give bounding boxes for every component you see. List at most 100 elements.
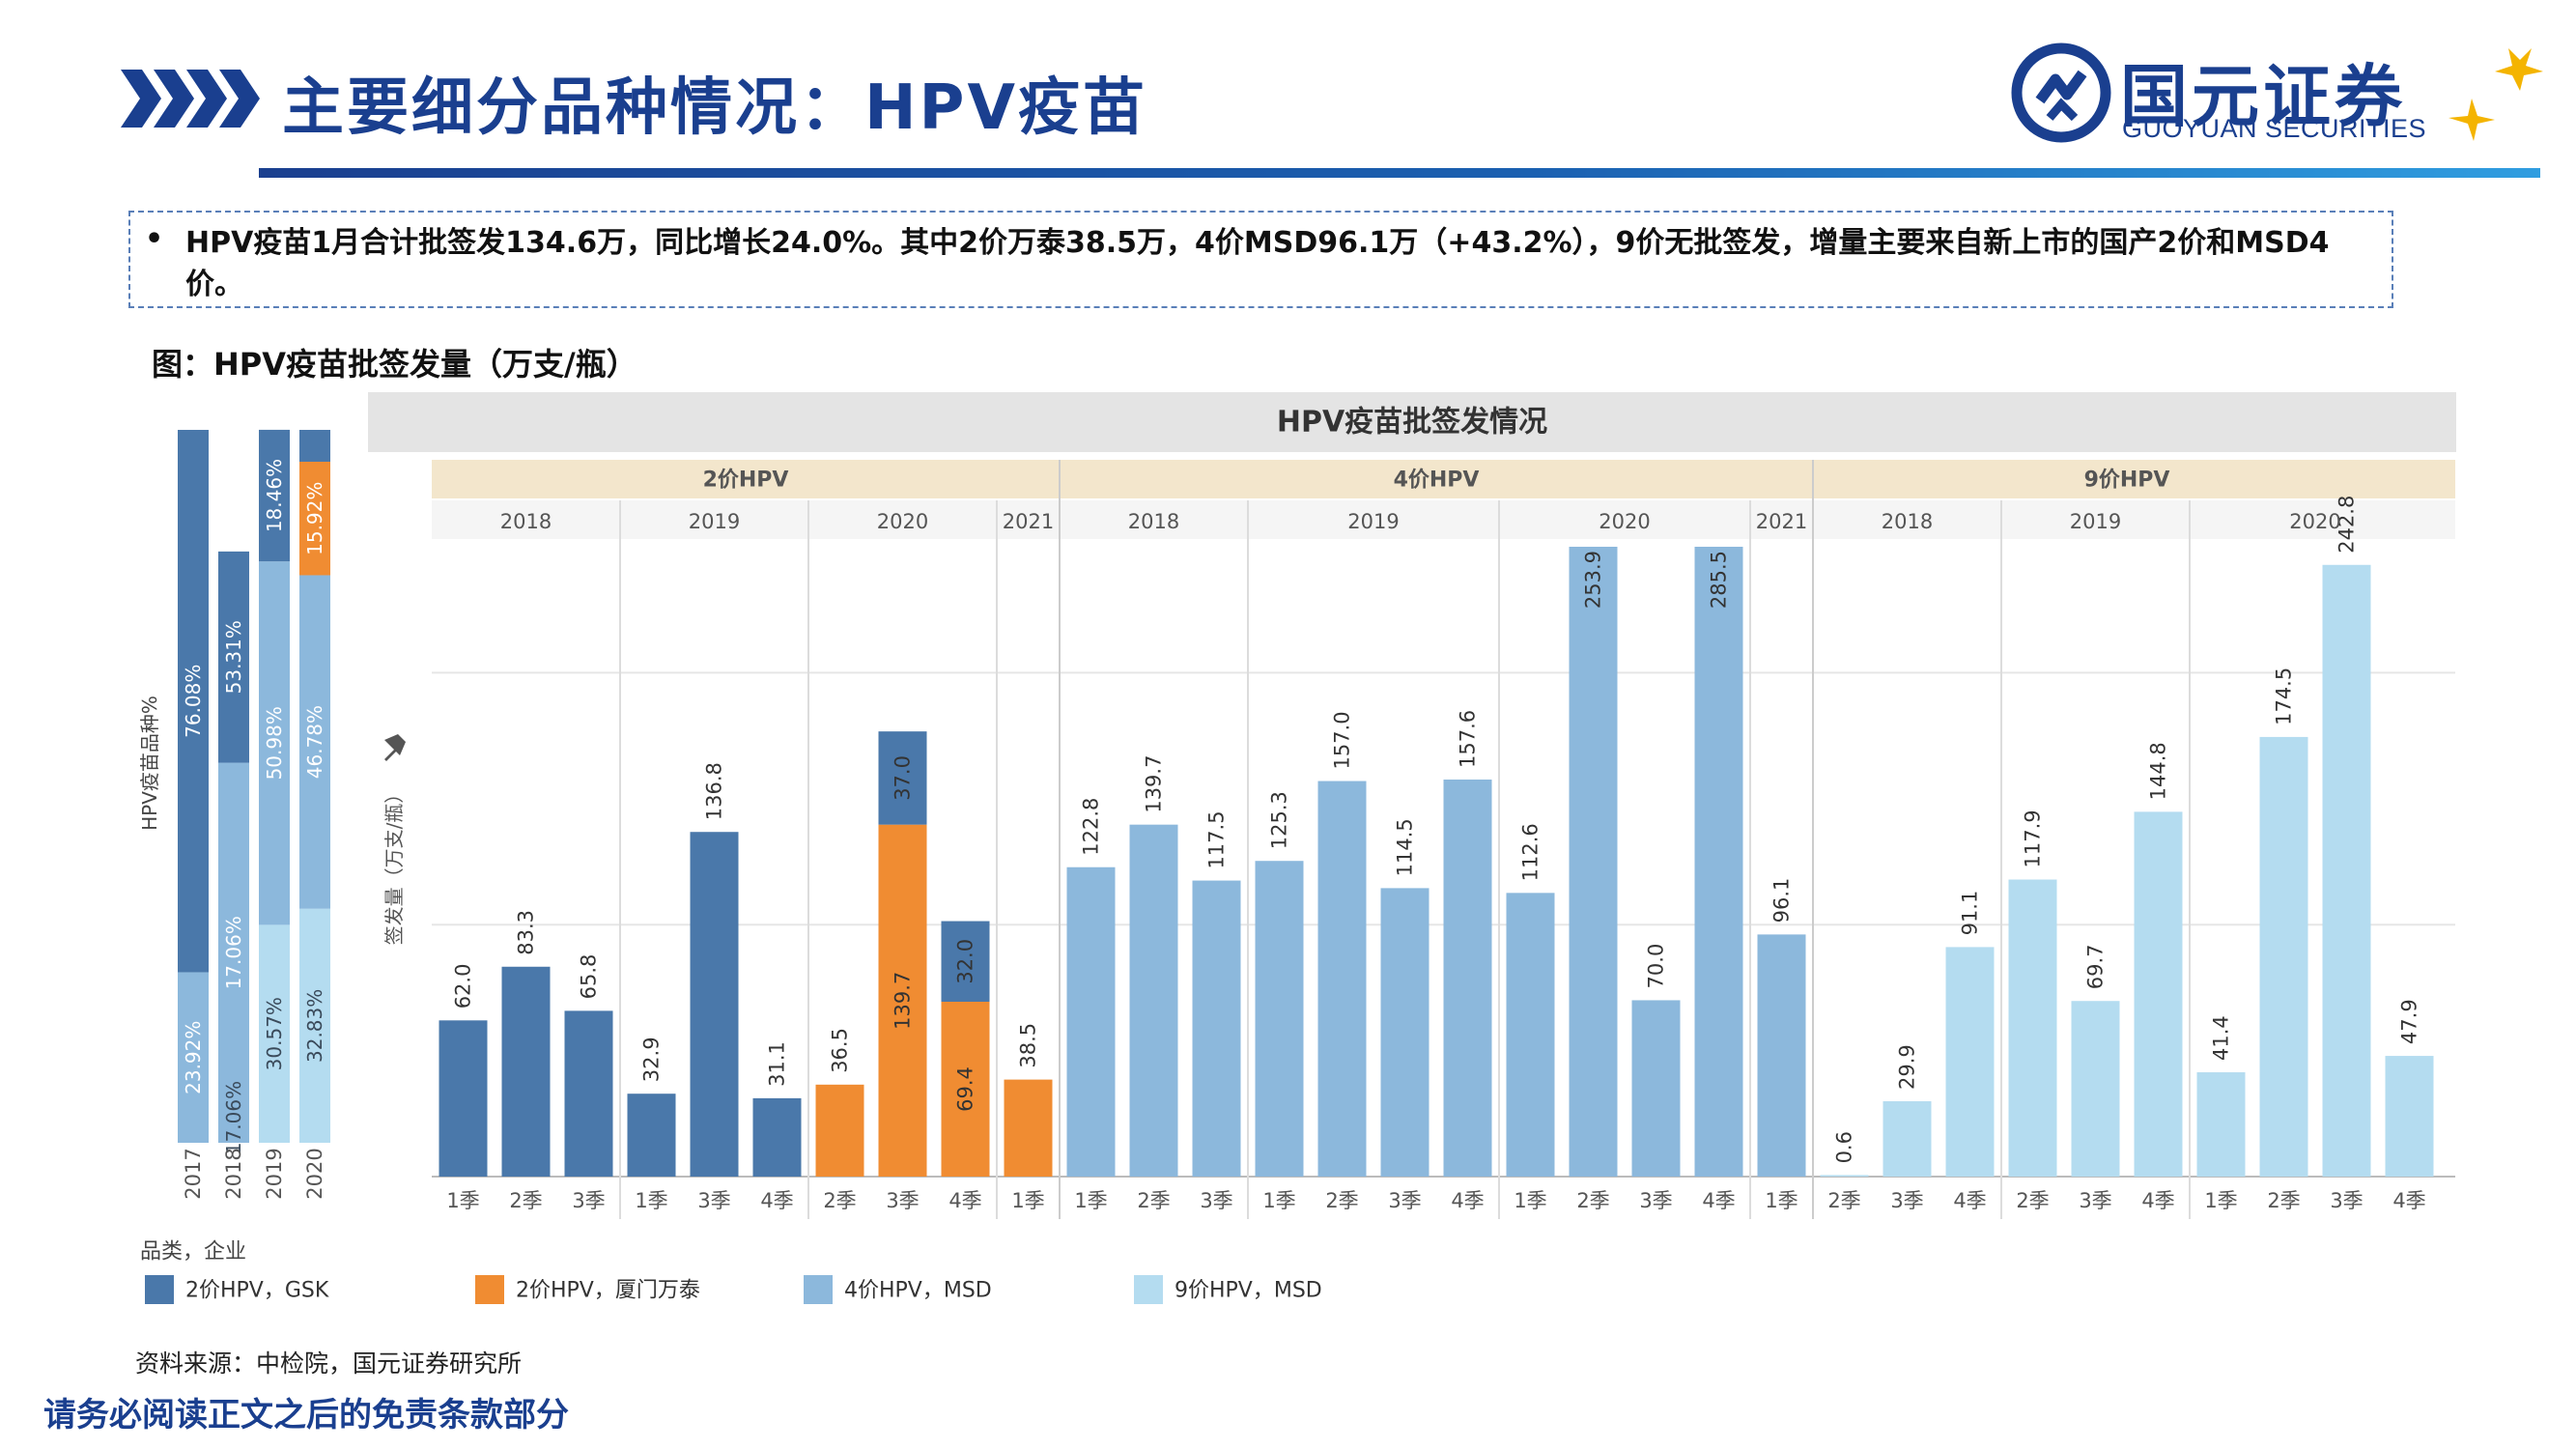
pct-ylabel: HPV疫苗品种% bbox=[138, 696, 161, 831]
legend-swatch bbox=[804, 1275, 833, 1304]
bar-data-label: 83.3 bbox=[515, 910, 538, 955]
bar-data-label: 174.5 bbox=[2273, 668, 2296, 725]
quarter-bar bbox=[752, 1097, 802, 1177]
pct-bar-segment bbox=[259, 429, 290, 562]
year-header: 2018 bbox=[1882, 510, 1933, 533]
quarter-tick: 3季 bbox=[1200, 1189, 1232, 1212]
quarter-bar bbox=[564, 1010, 613, 1177]
quarter-tick: 4季 bbox=[760, 1189, 793, 1212]
bar-data-label: 0.6 bbox=[1833, 1131, 1856, 1163]
year-header: 2019 bbox=[2070, 510, 2121, 533]
pct-bar-segment bbox=[178, 972, 209, 1143]
quarter-bar bbox=[1066, 867, 1116, 1177]
quarter-bar bbox=[2259, 736, 2308, 1177]
quarter-tick: 1季 bbox=[1011, 1189, 1044, 1212]
bar-data-label: 96.1 bbox=[1770, 878, 1794, 923]
quarter-tick: 3季 bbox=[886, 1189, 919, 1212]
bar-data-label: 157.0 bbox=[1331, 711, 1354, 769]
quarter-tick: 3季 bbox=[2079, 1189, 2111, 1212]
bar-data-label: 91.1 bbox=[1959, 891, 1982, 936]
quarter-tick: 1季 bbox=[1074, 1189, 1107, 1212]
quarter-tick: 1季 bbox=[446, 1189, 479, 1212]
quarter-tick: 3季 bbox=[1388, 1189, 1421, 1212]
bar-data-label: 69.7 bbox=[2084, 944, 2108, 989]
bar-data-label: 37.0 bbox=[892, 755, 915, 801]
chart-ylabel: 签发量（万支/瓶） bbox=[382, 784, 406, 946]
quarter-bar bbox=[1882, 1101, 1932, 1177]
quarter-tick: 4季 bbox=[948, 1189, 981, 1212]
bar-data-label: 32.0 bbox=[954, 939, 977, 984]
pct-bar-segment bbox=[259, 924, 290, 1143]
pct-data-label: 18.46% bbox=[263, 459, 286, 532]
pct-data-label: 46.78% bbox=[303, 705, 326, 779]
bar-data-label: 31.1 bbox=[766, 1041, 789, 1087]
bar-data-label: 36.5 bbox=[829, 1028, 852, 1073]
group-header: 9价HPV bbox=[2084, 469, 2170, 493]
pct-bar-segment bbox=[299, 430, 330, 462]
quarter-bar bbox=[2196, 1072, 2246, 1177]
quarter-bar bbox=[941, 1002, 990, 1177]
quarter-tick: 4季 bbox=[2141, 1189, 2174, 1212]
quarter-tick: 2季 bbox=[2016, 1189, 2049, 1212]
legend-label: 2价HPV，厦门万泰 bbox=[516, 1279, 700, 1303]
group-header-row bbox=[432, 460, 2455, 498]
quarter-bar bbox=[2322, 564, 2371, 1177]
summary-box bbox=[128, 211, 2393, 308]
bar-data-label: 114.5 bbox=[1394, 818, 1417, 876]
bar-data-label: 122.8 bbox=[1080, 798, 1103, 856]
pct-data-label: 30.57% bbox=[263, 997, 286, 1070]
quarter-tick: 1季 bbox=[2204, 1189, 2237, 1212]
quarter-bar bbox=[1004, 1079, 1053, 1177]
quarter-tick: 1季 bbox=[1765, 1189, 1798, 1212]
year-header: 2019 bbox=[1347, 510, 1399, 533]
quarter-bar bbox=[1129, 824, 1178, 1177]
guoyuan-logo-icon bbox=[2011, 43, 2111, 143]
group-header: 2价HPV bbox=[703, 469, 789, 493]
quarter-bar bbox=[501, 966, 551, 1177]
quarter-bar bbox=[878, 731, 927, 825]
summary-bullet: • bbox=[145, 222, 164, 256]
title-underline bbox=[259, 168, 2540, 178]
bar-data-label: 62.0 bbox=[452, 964, 475, 1009]
legend-swatch bbox=[1134, 1275, 1163, 1304]
logo-text-cn: 国元证券 bbox=[2120, 57, 2406, 136]
bar-data-label: 47.9 bbox=[2398, 999, 2421, 1044]
chart-title: HPV疫苗批签发情况 bbox=[1277, 406, 1547, 440]
quarter-tick: 1季 bbox=[635, 1189, 667, 1212]
bar-data-label: 117.5 bbox=[1205, 810, 1229, 868]
quarter-tick: 2季 bbox=[823, 1189, 856, 1212]
pct-bar-segment bbox=[218, 762, 249, 1143]
legend-swatch bbox=[475, 1275, 504, 1304]
quarter-bar bbox=[2008, 879, 2057, 1177]
pct-bar-segment bbox=[299, 575, 330, 909]
quarter-tick: 2季 bbox=[2267, 1189, 2300, 1212]
quarter-bar bbox=[627, 1094, 676, 1177]
quarter-bar bbox=[2071, 1001, 2120, 1177]
quarter-bar bbox=[878, 824, 927, 1177]
quarter-bar bbox=[941, 921, 990, 1003]
bar-data-label: 139.7 bbox=[1143, 755, 1166, 813]
quarter-tick: 3季 bbox=[572, 1189, 605, 1212]
pct-data-label: 17.06% bbox=[222, 916, 245, 989]
quarter-bar bbox=[1317, 781, 1367, 1177]
pct-year-tick: 2019 bbox=[263, 1148, 286, 1199]
quarter-bar bbox=[1255, 861, 1304, 1177]
quarter-tick: 2季 bbox=[509, 1189, 542, 1212]
quarter-bar bbox=[1506, 893, 1555, 1177]
quarter-tick: 2季 bbox=[1576, 1189, 1609, 1212]
legend-label: 9价HPV，MSD bbox=[1175, 1279, 1322, 1303]
bar-data-label: 117.9 bbox=[2022, 810, 2045, 867]
pct-bar-segment bbox=[299, 461, 330, 576]
quarter-bar bbox=[1192, 880, 1241, 1177]
legend-swatch bbox=[145, 1275, 174, 1304]
quarter-tick: 4季 bbox=[1451, 1189, 1484, 1212]
bar-data-label: 136.8 bbox=[703, 762, 726, 820]
quarter-tick: 4季 bbox=[1953, 1189, 1986, 1212]
quarter-tick: 2季 bbox=[1325, 1189, 1358, 1212]
year-header: 2020 bbox=[1599, 510, 1650, 533]
quarter-bar bbox=[439, 1020, 488, 1177]
bar-data-label: 112.6 bbox=[1519, 823, 1543, 881]
pct-bar-segment bbox=[178, 430, 209, 973]
bar-data-label: 139.7 bbox=[892, 972, 915, 1030]
